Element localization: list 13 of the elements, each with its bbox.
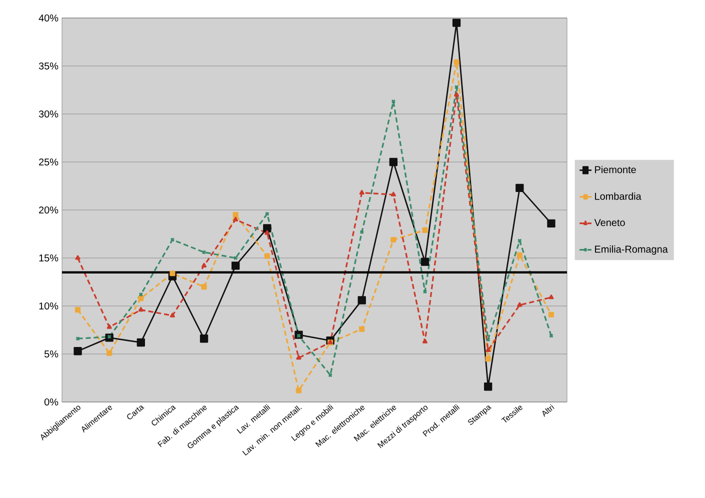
y-tick-label: 25%: [39, 158, 58, 166]
legend-label: Emilia-Romagna: [595, 245, 668, 255]
y-tick-label: 40%: [38, 14, 58, 22]
y-tick-label: 0%: [44, 398, 58, 406]
legend-label: Piemonte: [595, 166, 636, 174]
y-tick-label: 15%: [39, 254, 58, 262]
y-tick-label: 20%: [39, 206, 58, 214]
y-tick-label: 5%: [44, 350, 58, 358]
y-tick-label: 30%: [38, 110, 58, 118]
y-tick-label: 35%: [38, 62, 58, 70]
y-tick-label: 10%: [39, 302, 58, 310]
legend-label: Veneto: [594, 219, 625, 226]
legend-label: Lombardia: [595, 192, 642, 200]
